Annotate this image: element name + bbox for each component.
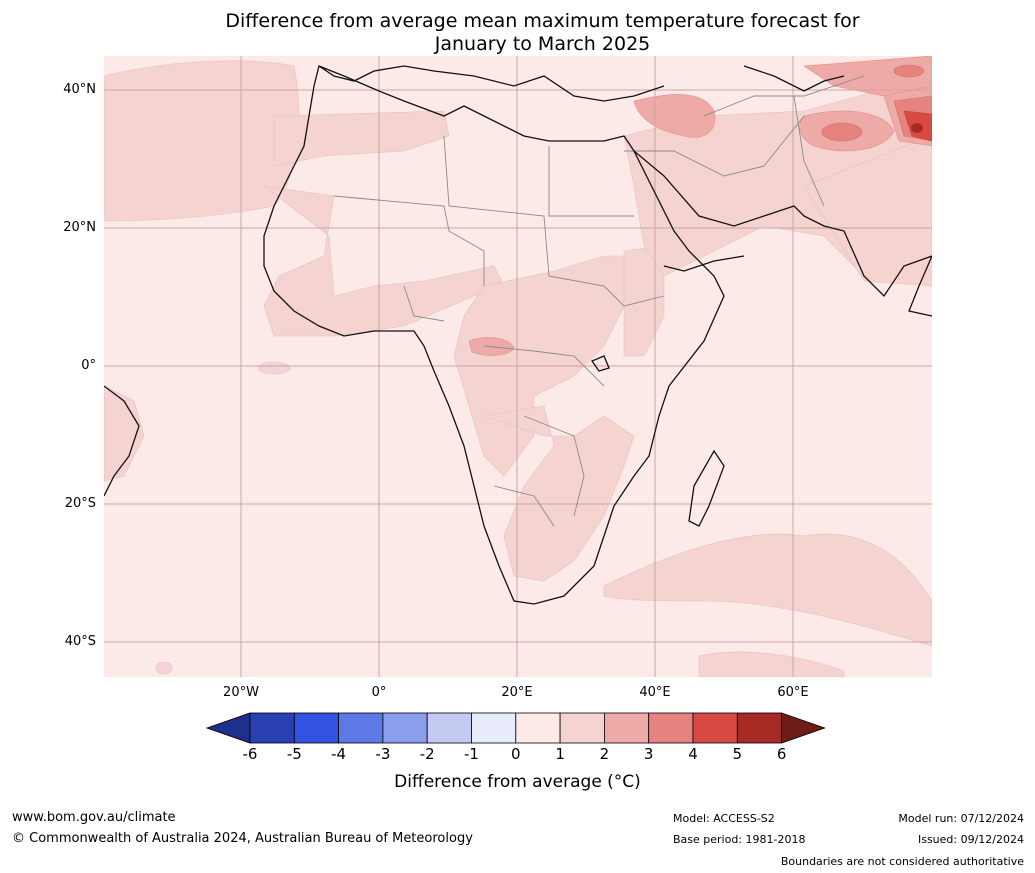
colorbar-tick-label: 6 <box>776 745 787 763</box>
colorbar-segment <box>338 712 384 744</box>
graticule <box>104 56 932 677</box>
colorbar-segment <box>603 712 650 744</box>
boundary-namibia-botswana <box>493 485 555 527</box>
boundary-congo-north <box>483 345 605 387</box>
colorbar-tick-label: 4 <box>688 745 698 763</box>
colorbar-tick-label: -3 <box>375 745 391 763</box>
colorbar-segment <box>648 712 694 744</box>
lat-label-40n: 40°N <box>63 82 96 97</box>
colorbar-segment <box>692 712 738 744</box>
title-line-1: Difference from average mean maximum tem… <box>225 10 860 32</box>
southern-africa-warm-area <box>483 405 635 582</box>
colorbar <box>205 712 830 748</box>
atlantic-north-warm-area <box>104 60 300 222</box>
colorbar-tick-label: -2 <box>419 745 435 763</box>
issued-text: Issued: 09/12/2024 <box>917 833 1024 846</box>
boundary-sahara-west <box>333 195 485 286</box>
south-america-coastline <box>104 385 140 497</box>
title-line-2: January to March 2025 <box>434 33 651 55</box>
madagascar-coastline <box>688 449 725 527</box>
map-canvas <box>104 56 932 677</box>
south-east-warm-patch <box>698 651 845 677</box>
colorbar-extend-high <box>781 712 826 744</box>
boundary-turkey-iran <box>703 75 865 117</box>
caspian-coastline <box>743 65 845 92</box>
boundary-egypt-sudan <box>548 146 634 217</box>
forecast-map <box>104 56 932 677</box>
boundary-sudan-south <box>548 275 665 307</box>
country-boundaries <box>333 75 865 527</box>
lon-label-0: 0° <box>371 685 387 700</box>
lat-label-40s: 40°S <box>64 634 96 649</box>
colorbar-tick-label: 3 <box>643 745 654 763</box>
north-africa-warm-area <box>273 110 450 167</box>
model-run-text: Model run: 07/12/2024 <box>898 812 1024 825</box>
lon-label-20e: 20°E <box>501 685 533 700</box>
colorbar-tick-label: -5 <box>286 745 302 763</box>
boundary-iran-pakistan <box>793 95 825 207</box>
caspian-hot-area <box>893 64 925 78</box>
india-warm-area <box>803 135 932 287</box>
disclaimer-text: Boundaries are not considered authoritat… <box>780 855 1024 868</box>
anomaly-5-6-areas <box>911 123 923 133</box>
lat-label-20n: 20°N <box>63 220 96 235</box>
map-title: Difference from average mean maximum tem… <box>0 10 1035 56</box>
colorbar-segment <box>382 712 428 744</box>
colorbar-extend-low <box>205 712 251 744</box>
colorbar-tick-label: 0 <box>511 745 521 763</box>
south-warm-patch <box>155 661 173 675</box>
colorbar-segment <box>249 712 295 744</box>
colorbar-segment <box>515 712 561 744</box>
colorbar-tick-label: 1 <box>555 745 565 763</box>
website-link[interactable]: www.bom.gov.au/climate <box>12 810 176 825</box>
atlantic-equator-warm-patch <box>257 361 291 375</box>
lat-label-equator: 0° <box>81 358 96 373</box>
boundary-nigeria <box>403 285 445 322</box>
southern-ocean-warm-area <box>603 533 932 647</box>
india-coastline <box>908 255 932 317</box>
colorbar-tick-label: 5 <box>732 745 743 763</box>
colorbar-segment <box>559 712 605 744</box>
turkey-warm-area <box>633 94 716 138</box>
europe-coastline <box>318 65 665 102</box>
colorbar-segment <box>736 712 782 744</box>
colorbar-tick-label: -6 <box>242 745 258 763</box>
colorbar-segment <box>426 712 472 744</box>
africa-coastline <box>263 65 725 605</box>
colorbar-label: Difference from average (°C) <box>394 772 641 792</box>
lat-label-20s: 20°S <box>64 496 96 511</box>
lake-victoria-coastline <box>591 355 610 372</box>
lon-label-60e: 60°E <box>777 685 809 700</box>
south-america-warm-area <box>104 385 145 482</box>
colorbar-tick-label: -4 <box>331 745 347 763</box>
gulf-aden-coastline <box>663 255 745 272</box>
boundary-zambia-zimbabwe <box>523 415 585 517</box>
colorbar-svg <box>205 712 826 744</box>
colorbar-tick-label: -1 <box>464 745 479 763</box>
colorbar-segment <box>293 712 340 744</box>
arabia-coastline <box>633 150 932 298</box>
lon-label-40e: 40°E <box>639 685 671 700</box>
model-text: Model: ACCESS-S2 <box>673 812 775 825</box>
colorbar-tick-label: 2 <box>599 745 610 763</box>
boundary-libya-chad <box>443 135 550 277</box>
iran-hot-area <box>821 122 863 142</box>
lon-label-20w: 20°W <box>223 685 259 700</box>
hindu-kush-hottest-area <box>911 123 923 133</box>
colorbar-segment <box>471 712 517 744</box>
base-period-text: Base period: 1981-2018 <box>673 833 806 846</box>
copyright-text: © Commonwealth of Australia 2024, Austra… <box>12 831 473 846</box>
coastlines <box>104 65 932 605</box>
west-africa-warm-area <box>262 185 505 337</box>
boundary-middle-east <box>624 115 805 177</box>
